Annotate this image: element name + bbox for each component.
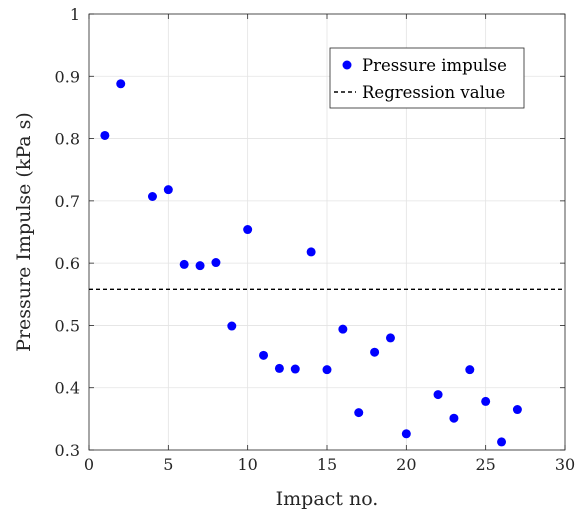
data-point — [338, 324, 348, 334]
y-tick-label: 0.3 — [55, 441, 80, 460]
y-tick-label: 1 — [70, 5, 80, 24]
x-axis-label: Impact no. — [276, 488, 379, 510]
data-point — [465, 365, 475, 375]
x-tick-label: 30 — [555, 455, 575, 474]
data-point — [211, 258, 221, 268]
data-point — [370, 347, 380, 357]
axis-ticks: 0 5 10 15 20 25 30 0.3 0.4 0.5 0.6 0.7 0.8 0.9 1 — [55, 5, 576, 474]
legend-marker-pressure-impulse — [342, 60, 352, 70]
data-point — [512, 405, 522, 415]
y-axis-label: Pressure Impulse (kPa s) — [13, 112, 35, 352]
data-point — [243, 225, 253, 235]
legend: Pressure impulse Regression value — [329, 47, 525, 109]
y-tick-label: 0.6 — [55, 254, 80, 273]
data-point — [481, 396, 491, 406]
data-point — [227, 321, 237, 331]
legend-label-pressure-impulse: Pressure impulse — [362, 56, 507, 75]
data-point — [274, 363, 284, 373]
data-point — [116, 79, 126, 89]
x-tick-label: 0 — [84, 455, 94, 474]
data-point — [433, 390, 443, 400]
data-point — [401, 429, 411, 439]
data-marks — [89, 79, 565, 447]
data-point — [147, 191, 157, 201]
data-point — [290, 364, 300, 374]
data-point — [385, 333, 395, 343]
y-tick-label: 0.7 — [55, 192, 80, 211]
data-point — [322, 365, 332, 375]
data-point — [163, 185, 173, 195]
x-tick-label: 15 — [317, 455, 337, 474]
data-point — [100, 130, 110, 140]
data-point — [449, 413, 459, 423]
x-tick-label: 10 — [237, 455, 257, 474]
y-tick-label: 0.9 — [55, 67, 80, 86]
data-point — [195, 261, 205, 271]
legend-box — [329, 47, 525, 109]
data-point — [259, 350, 269, 360]
y-tick-label: 0.8 — [55, 130, 80, 149]
x-tick-label: 5 — [163, 455, 173, 474]
x-tick-label: 25 — [475, 455, 495, 474]
x-tick-label: 20 — [396, 455, 416, 474]
data-point — [354, 408, 364, 418]
legend-label-regression-value: Regression value — [362, 83, 505, 102]
data-point — [179, 259, 189, 269]
y-tick-label: 0.5 — [55, 316, 80, 335]
y-tick-label: 0.4 — [55, 379, 80, 398]
data-point — [497, 437, 507, 447]
data-point — [306, 247, 316, 257]
